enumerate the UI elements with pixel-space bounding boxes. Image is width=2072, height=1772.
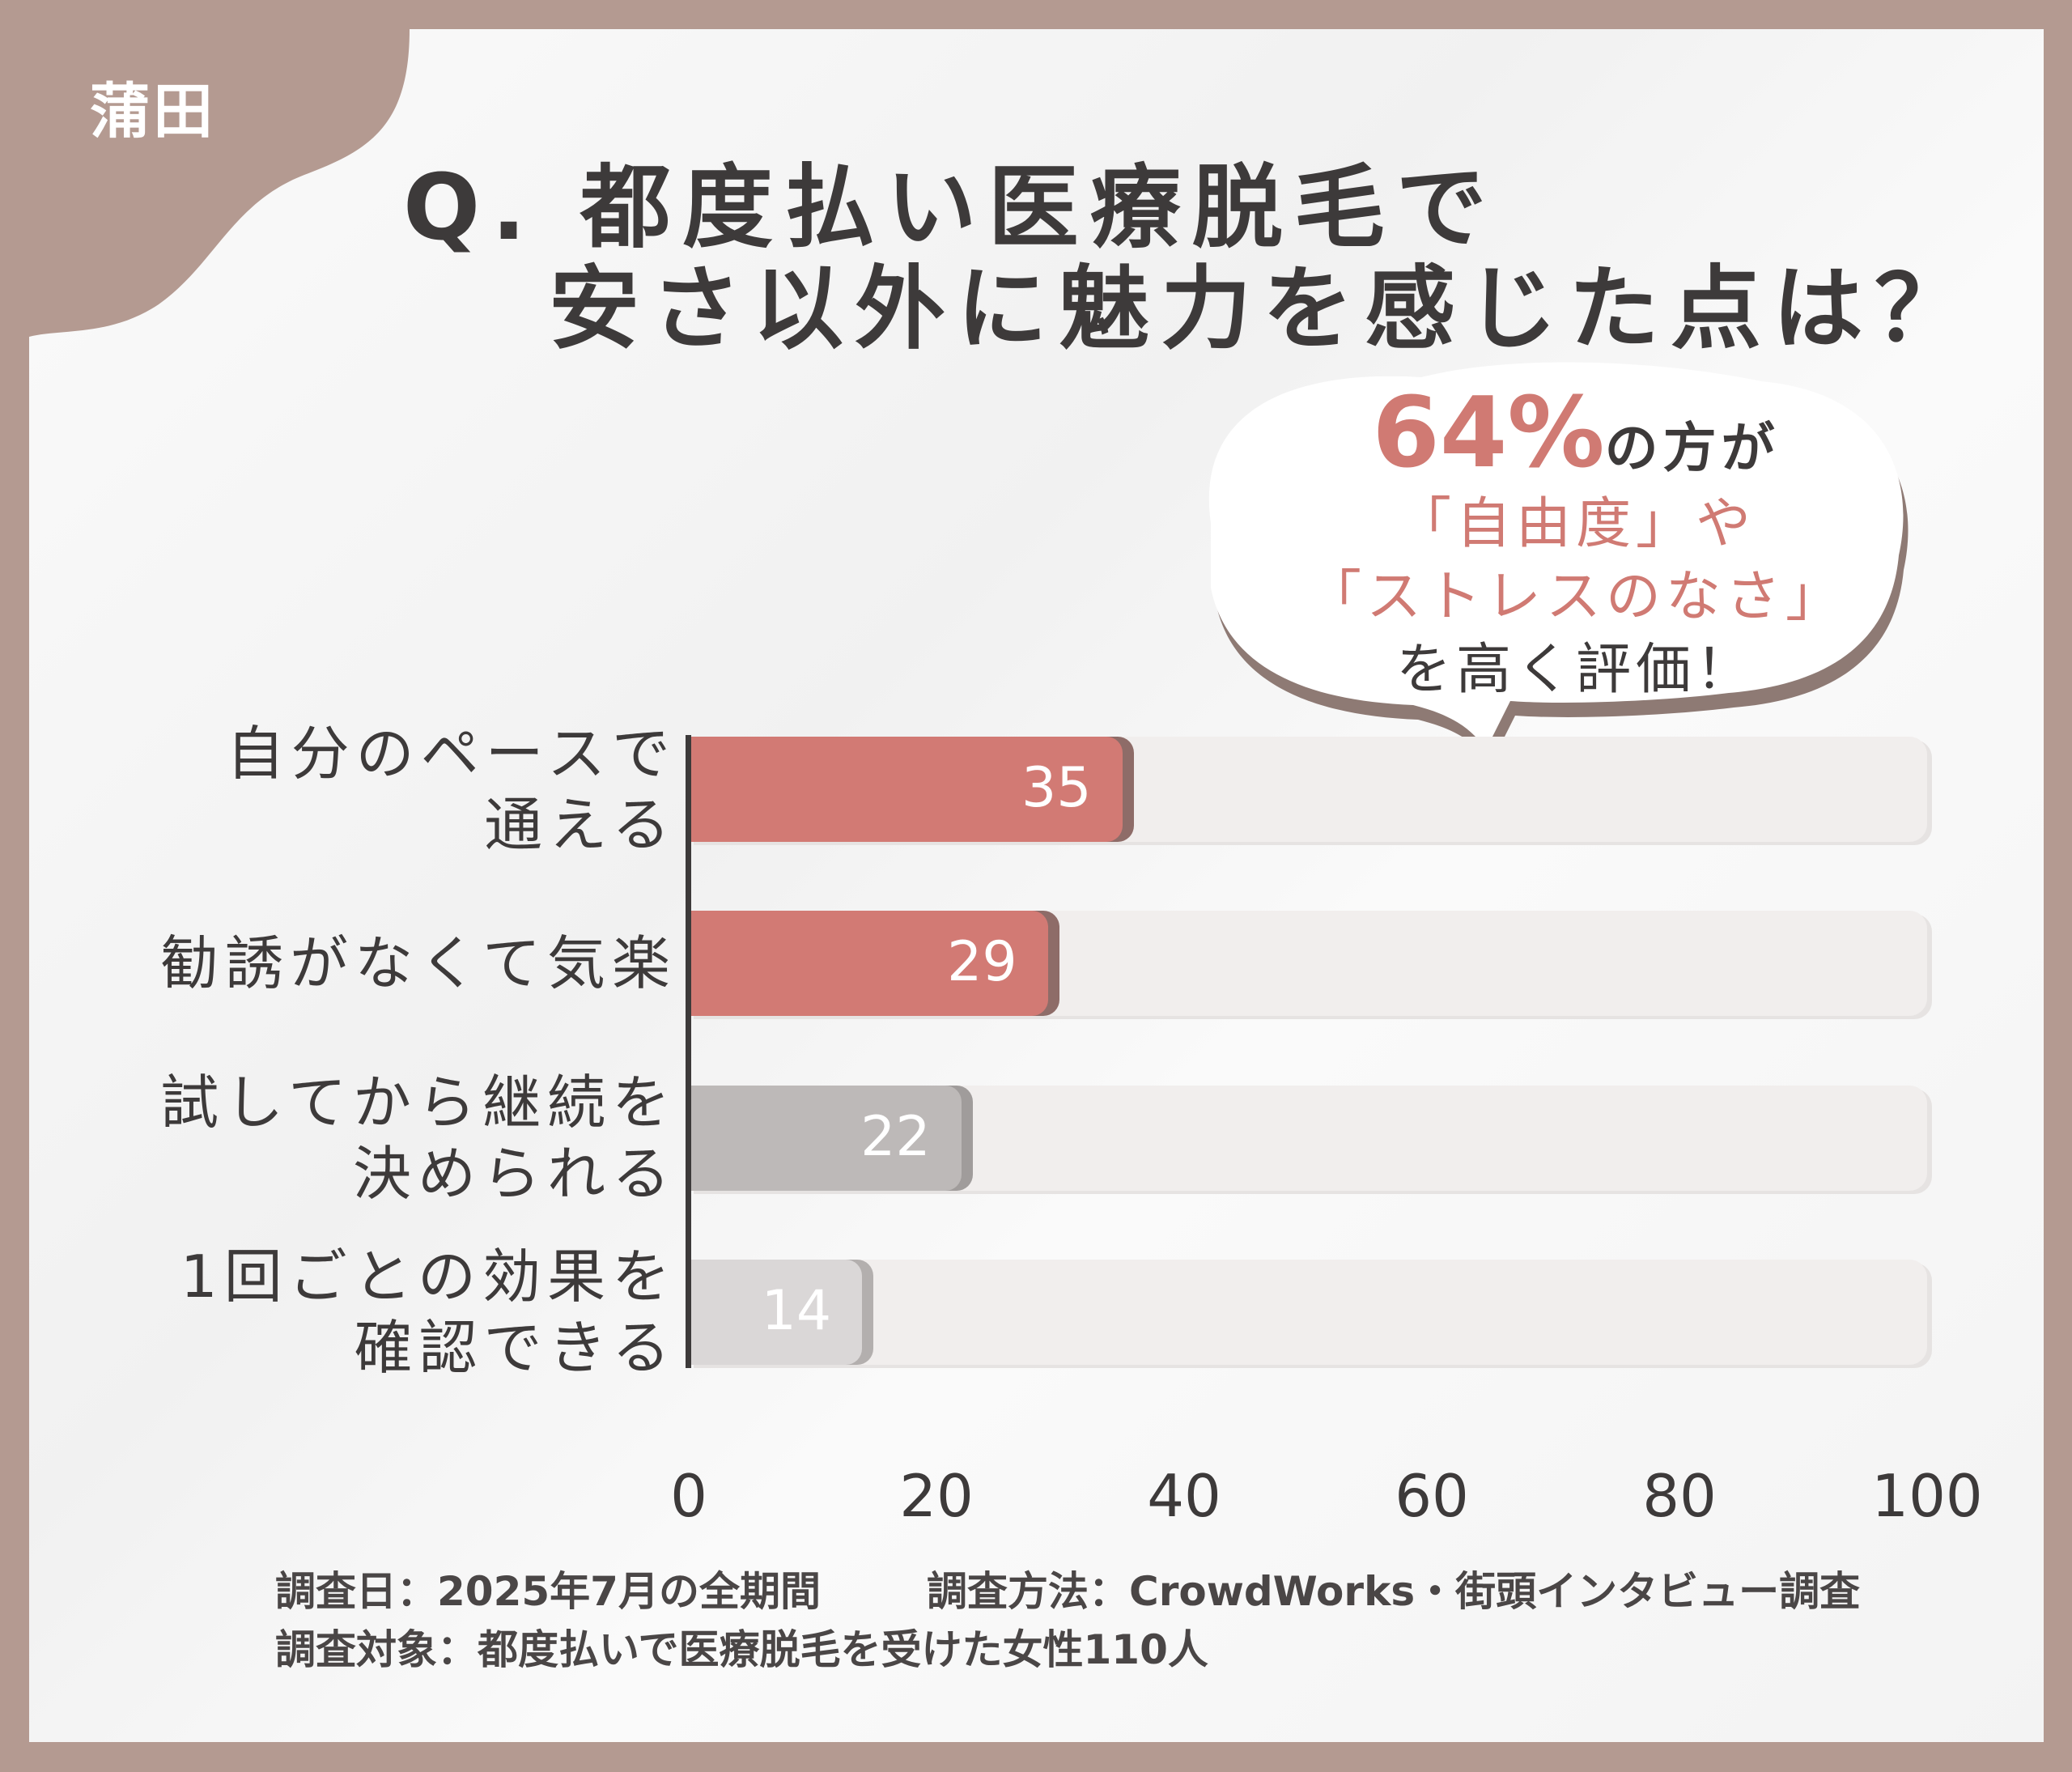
infographic-card: 蒲田 Q. 都度払い医療脱毛で 安さ以外に魅力を感じた点は？ 64%の方が 「自… (29, 29, 2044, 1742)
bar (689, 911, 1048, 1016)
callout-line-2: 「自由度」や (1395, 492, 1756, 556)
x-tick-label: 20 (899, 1462, 974, 1530)
x-tick-label: 40 (1147, 1462, 1221, 1530)
bar (689, 737, 1123, 842)
bar-value-label: 22 (860, 1105, 931, 1169)
callout-percent: 64% (1372, 377, 1605, 490)
bar-value-label: 29 (947, 930, 1017, 994)
category-label: 勧誘がなくて気楽 (160, 929, 677, 997)
corner-decoration (29, 29, 410, 337)
footer-survey-date: 調査日：2025年7月の全期間 (275, 1568, 821, 1615)
x-tick-label: 80 (1642, 1462, 1717, 1530)
bar (689, 1086, 962, 1191)
speech-bubble (1208, 362, 1909, 798)
category-label: 試してから継続を 決められる (160, 1069, 677, 1208)
title-line-2: 安さ以外に魅力を感じた点は？ (549, 257, 1976, 362)
category-label: 1回ごとの効果を 確認できる (180, 1243, 677, 1382)
footer-survey-method: 調査方法：CrowdWorks・街頭インタビュー調査 (927, 1568, 1861, 1615)
bar-track (689, 1260, 1927, 1365)
callout-line-1-rest: の方が (1604, 417, 1780, 479)
x-tick-label: 60 (1395, 1462, 1469, 1530)
x-tick-label: 0 (670, 1462, 707, 1530)
category-label: 自分のペースで 通える (226, 720, 677, 859)
bar-value-label: 14 (761, 1279, 832, 1343)
callout-line-3: 「ストレスのなさ」 (1306, 565, 1845, 629)
title-line-1: Q. 都度払い医療脱毛で (403, 155, 1498, 261)
bar (689, 1260, 863, 1365)
y-axis-line (686, 735, 691, 1368)
callout-line-4: を高く評価！ (1395, 638, 1756, 702)
callout-line-1: 64%の方が (1219, 377, 1933, 490)
footer-survey-target: 調査対象：都度払いで医療脱毛を受けた女性110人 (275, 1626, 1208, 1673)
brand-label: 蒲田 (90, 77, 216, 147)
x-tick-label: 100 (1871, 1462, 1983, 1530)
bar-value-label: 35 (1021, 756, 1092, 820)
